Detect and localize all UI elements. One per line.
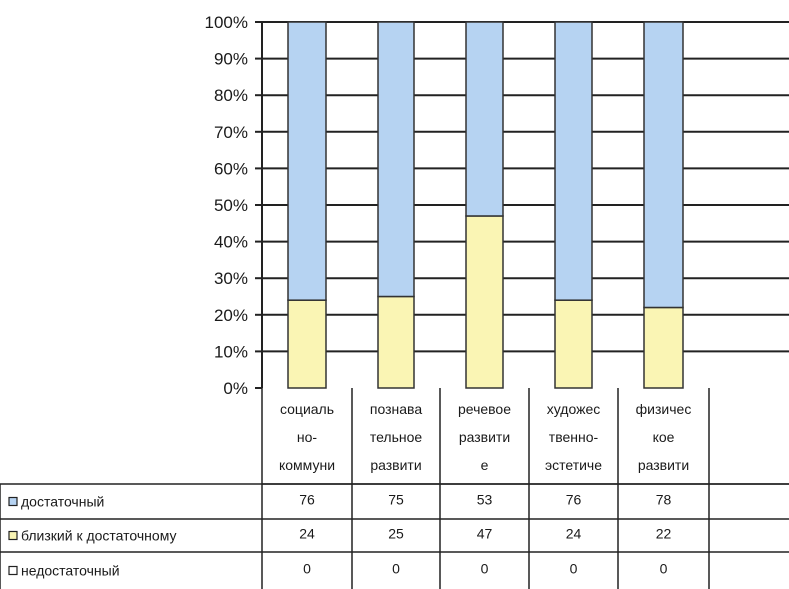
x-category-label: познава — [370, 401, 422, 417]
bar-segment — [377, 295, 415, 389]
x-category-label: тельное — [370, 429, 423, 445]
y-tick-label: 40% — [214, 233, 248, 252]
bar-segment — [377, 21, 415, 298]
x-category-label: е — [481, 457, 489, 473]
y-tick-label: 0% — [223, 379, 248, 398]
x-category-label: социаль — [280, 401, 334, 417]
data-value: 24 — [566, 526, 582, 542]
x-category-label: кое — [653, 429, 675, 445]
bar-segment — [465, 21, 504, 217]
data-value: 0 — [570, 561, 578, 577]
y-tick-label: 10% — [214, 342, 248, 361]
data-value: 25 — [388, 526, 404, 542]
data-value: 47 — [477, 526, 493, 542]
y-tick-label: 100% — [205, 13, 248, 32]
legend-label: близкий к достаточному — [21, 528, 176, 544]
bar-segment — [287, 21, 327, 301]
bars — [287, 21, 684, 389]
data-value: 22 — [656, 526, 672, 542]
x-category-label: твенно- — [549, 429, 599, 445]
data-value: 75 — [388, 492, 404, 508]
bar-segment — [287, 299, 327, 389]
data-value: 0 — [303, 561, 311, 577]
y-tick-label: 70% — [214, 123, 248, 142]
y-tick-label: 30% — [214, 269, 248, 288]
x-category-label: эстетиче — [545, 457, 602, 473]
data-value: 76 — [299, 492, 315, 508]
data-table: социаль но-коммуни познава тельное развити ре… — [0, 388, 789, 589]
data-value: 53 — [477, 492, 493, 508]
data-value: 78 — [656, 492, 672, 508]
legend-key — [8, 530, 18, 541]
y-axis: 0% 10% 20% 30% 40% 50% 60% 70% 80% 90% 100% — [205, 13, 263, 398]
y-tick-label: 50% — [214, 196, 248, 215]
legend-label: недостаточный — [21, 563, 120, 579]
x-category-label: художес — [547, 401, 600, 417]
x-category-label: но- — [297, 429, 318, 445]
legend-key — [8, 496, 18, 507]
x-category-label: развити — [370, 457, 421, 473]
y-tick-label: 20% — [214, 306, 248, 325]
bar-segment — [643, 306, 684, 389]
y-tick-label: 90% — [214, 50, 248, 69]
x-category-label: речевое — [458, 401, 511, 417]
gridlines — [262, 21, 789, 353]
data-value: 24 — [299, 526, 315, 542]
legend-label: достаточный — [21, 494, 104, 510]
x-category-label: коммуни — [279, 457, 335, 473]
data-value: 76 — [566, 492, 582, 508]
data-value: 0 — [392, 561, 400, 577]
bar-segment — [643, 21, 684, 309]
x-category-label: развити — [459, 429, 510, 445]
y-tick-label: 60% — [214, 159, 248, 178]
bar-segment — [554, 21, 593, 301]
bar-segment — [465, 215, 504, 389]
legend-key — [8, 565, 18, 576]
data-value: 0 — [481, 561, 489, 577]
x-category-label: физичес — [636, 401, 692, 417]
y-tick-label: 80% — [214, 86, 248, 105]
bar-segment — [554, 299, 593, 389]
data-value: 0 — [660, 561, 668, 577]
x-category-label: развити — [638, 457, 689, 473]
